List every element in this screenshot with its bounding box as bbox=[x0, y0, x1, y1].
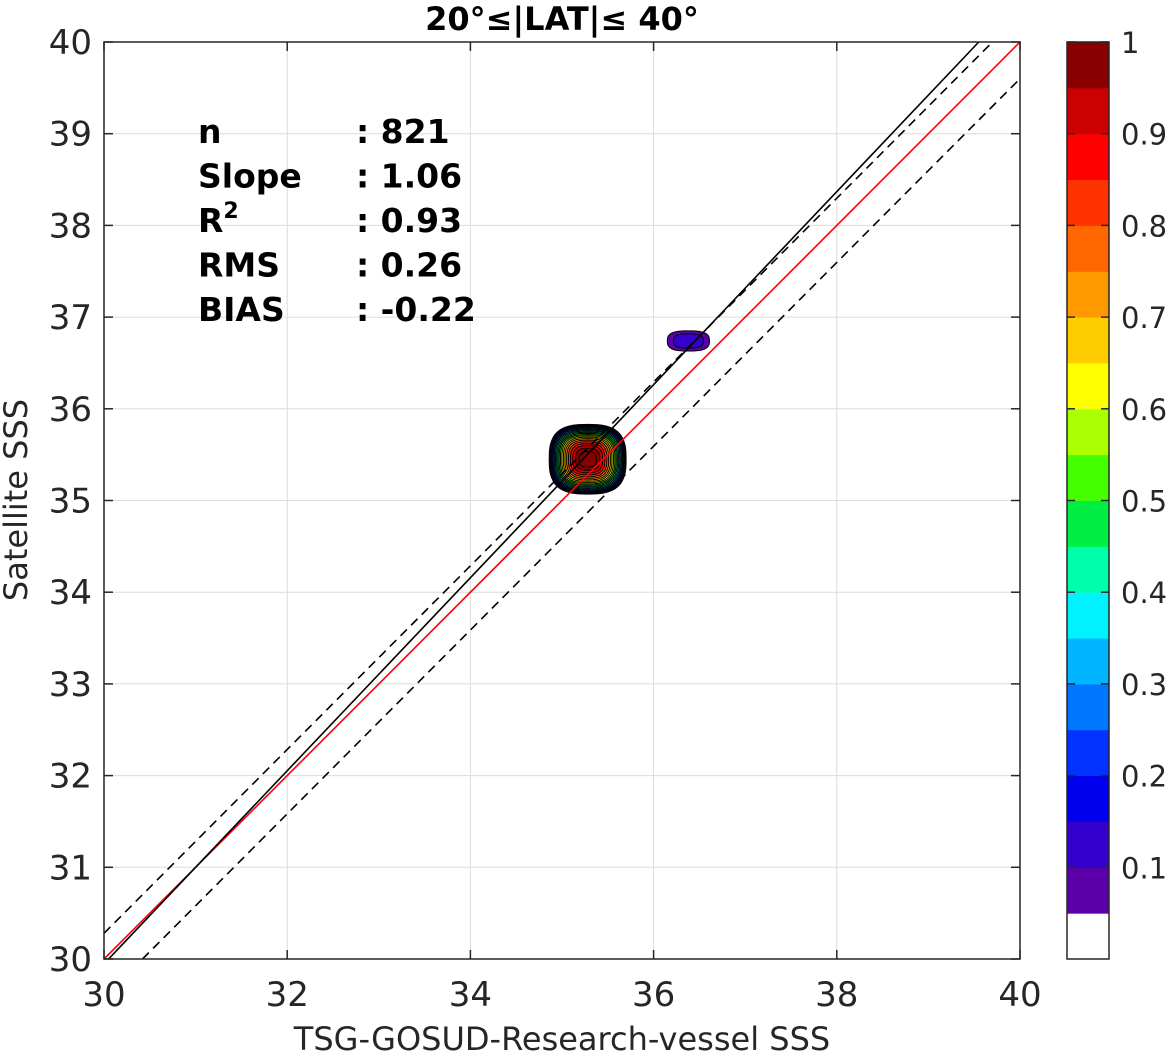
colorbar-tick-label: 0.7 bbox=[1121, 301, 1167, 335]
colorbar-segment bbox=[1067, 225, 1109, 272]
x-tick-label: 30 bbox=[82, 975, 125, 1015]
y-tick-label: 36 bbox=[49, 390, 92, 430]
colorbar-segment bbox=[1067, 729, 1109, 777]
colorbar-segment bbox=[1067, 683, 1109, 731]
x-tick-label: 40 bbox=[998, 975, 1041, 1015]
stat-label: n bbox=[198, 112, 222, 151]
y-tick-label: 37 bbox=[49, 298, 92, 338]
colorbar-segment bbox=[1067, 271, 1109, 318]
colorbar-segment bbox=[1067, 546, 1109, 593]
colorbar-segment bbox=[1067, 821, 1109, 868]
colorbar-segment bbox=[1067, 133, 1109, 181]
colorbar-segment bbox=[1067, 42, 1109, 89]
x-tick-label: 38 bbox=[815, 975, 858, 1015]
regression-line bbox=[107, 41, 980, 960]
reference-lines bbox=[103, 41, 1021, 960]
dashed-lower-line bbox=[141, 78, 1021, 960]
stat-label: RMS bbox=[198, 246, 280, 285]
colorbar-segment bbox=[1067, 408, 1109, 456]
stat-value: : 0.26 bbox=[356, 246, 462, 285]
colorbar-segment bbox=[1067, 913, 1109, 960]
colorbar-tick-label: 0.9 bbox=[1121, 118, 1167, 152]
stat-value: : 821 bbox=[356, 112, 450, 151]
y-axis-label: Satellite SSS bbox=[0, 399, 35, 601]
colorbar-segment bbox=[1067, 454, 1109, 501]
colorbar-segment bbox=[1067, 179, 1109, 226]
density-contour-level bbox=[672, 333, 704, 349]
colorbar: 0.1 0.2 0.3 0.4 0.5 0.6 0.7 0.8 0.9 1 bbox=[1066, 26, 1167, 960]
density-contour-level bbox=[578, 450, 597, 468]
stat-label: BIAS bbox=[198, 290, 285, 329]
colorbar-segment bbox=[1067, 317, 1109, 364]
stat-label: R2 bbox=[198, 199, 239, 240]
colorbar-tick-label: 0.6 bbox=[1121, 393, 1167, 427]
stat-label: Slope bbox=[198, 157, 302, 196]
y-tick-label: 40 bbox=[49, 23, 92, 63]
colorbar-segment bbox=[1067, 500, 1109, 547]
colorbar-tick-label: 1 bbox=[1121, 26, 1139, 60]
y-tick-label: 39 bbox=[49, 115, 92, 155]
stat-value: : 0.93 bbox=[356, 201, 462, 240]
stat-value: : -0.22 bbox=[356, 290, 476, 329]
colorbar-tick-label: 0.5 bbox=[1121, 485, 1167, 519]
x-tick-label: 36 bbox=[632, 975, 675, 1015]
colorbar-segment bbox=[1067, 867, 1109, 914]
x-tick-label: 34 bbox=[449, 975, 492, 1015]
colorbar-tick-label: 0.1 bbox=[1121, 851, 1167, 885]
chart-title: 20°≤|LAT|≤ 40° bbox=[425, 0, 699, 39]
colorbar-segment bbox=[1067, 592, 1109, 639]
y-tick-label: 34 bbox=[49, 573, 92, 613]
y-tick-label: 30 bbox=[49, 940, 92, 980]
axis-ticks: 30 32 34 36 38 40 30 31 32 33 34 35 36 37 38 39 40 bbox=[49, 23, 1042, 1015]
x-axis-label: TSG-GOSUD-Research-vessel SSS bbox=[293, 1020, 830, 1055]
colorbar-segment bbox=[1067, 362, 1109, 410]
colorbar-segment bbox=[1067, 775, 1109, 822]
statistics-box: n : 821 Slope : 1.06 R2 : 0.93 RMS : 0.26 BIAS : … bbox=[198, 112, 476, 329]
colorbar-segment bbox=[1067, 87, 1109, 135]
colorbar-segment bbox=[1067, 638, 1109, 685]
y-tick-label: 32 bbox=[49, 757, 92, 797]
x-tick-label: 32 bbox=[266, 975, 309, 1015]
one-to-one-line bbox=[103, 41, 1021, 960]
y-tick-label: 35 bbox=[49, 482, 92, 522]
y-tick-label: 31 bbox=[49, 848, 92, 888]
y-tick-label: 33 bbox=[49, 665, 92, 705]
y-tick-label: 38 bbox=[49, 206, 92, 246]
colorbar-tick-label: 0.8 bbox=[1121, 209, 1167, 243]
colorbar-tick-label: 0.4 bbox=[1121, 576, 1167, 610]
density-contours bbox=[548, 330, 711, 495]
colorbar-tick-label: 0.2 bbox=[1121, 760, 1167, 794]
colorbar-tick-label: 0.3 bbox=[1121, 668, 1167, 702]
stat-value: : 1.06 bbox=[356, 157, 462, 196]
